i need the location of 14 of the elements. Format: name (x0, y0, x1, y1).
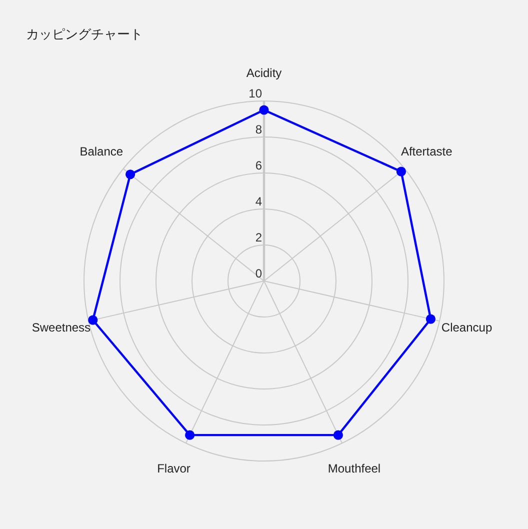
r-axis-tick-label: 6 (255, 158, 262, 172)
r-axis-tick-label: 10 (248, 86, 262, 100)
category-label: Flavor (157, 461, 190, 476)
r-axis-tick-label: 8 (255, 122, 262, 136)
r-axis-tick-label: 4 (255, 194, 262, 208)
category-label: Balance (80, 144, 124, 158)
r-axis-tick-label: 0 (255, 266, 262, 280)
category-label: Aftertaste (400, 144, 452, 158)
category-label: Acidity (246, 66, 282, 80)
category-label: Cleancup (441, 320, 492, 334)
category-label: Mouthfeel (328, 461, 381, 476)
chart-title: カッピングチャート (26, 26, 143, 42)
r-axis-tick-label: 2 (255, 230, 262, 244)
category-label: Sweetness (32, 320, 91, 334)
